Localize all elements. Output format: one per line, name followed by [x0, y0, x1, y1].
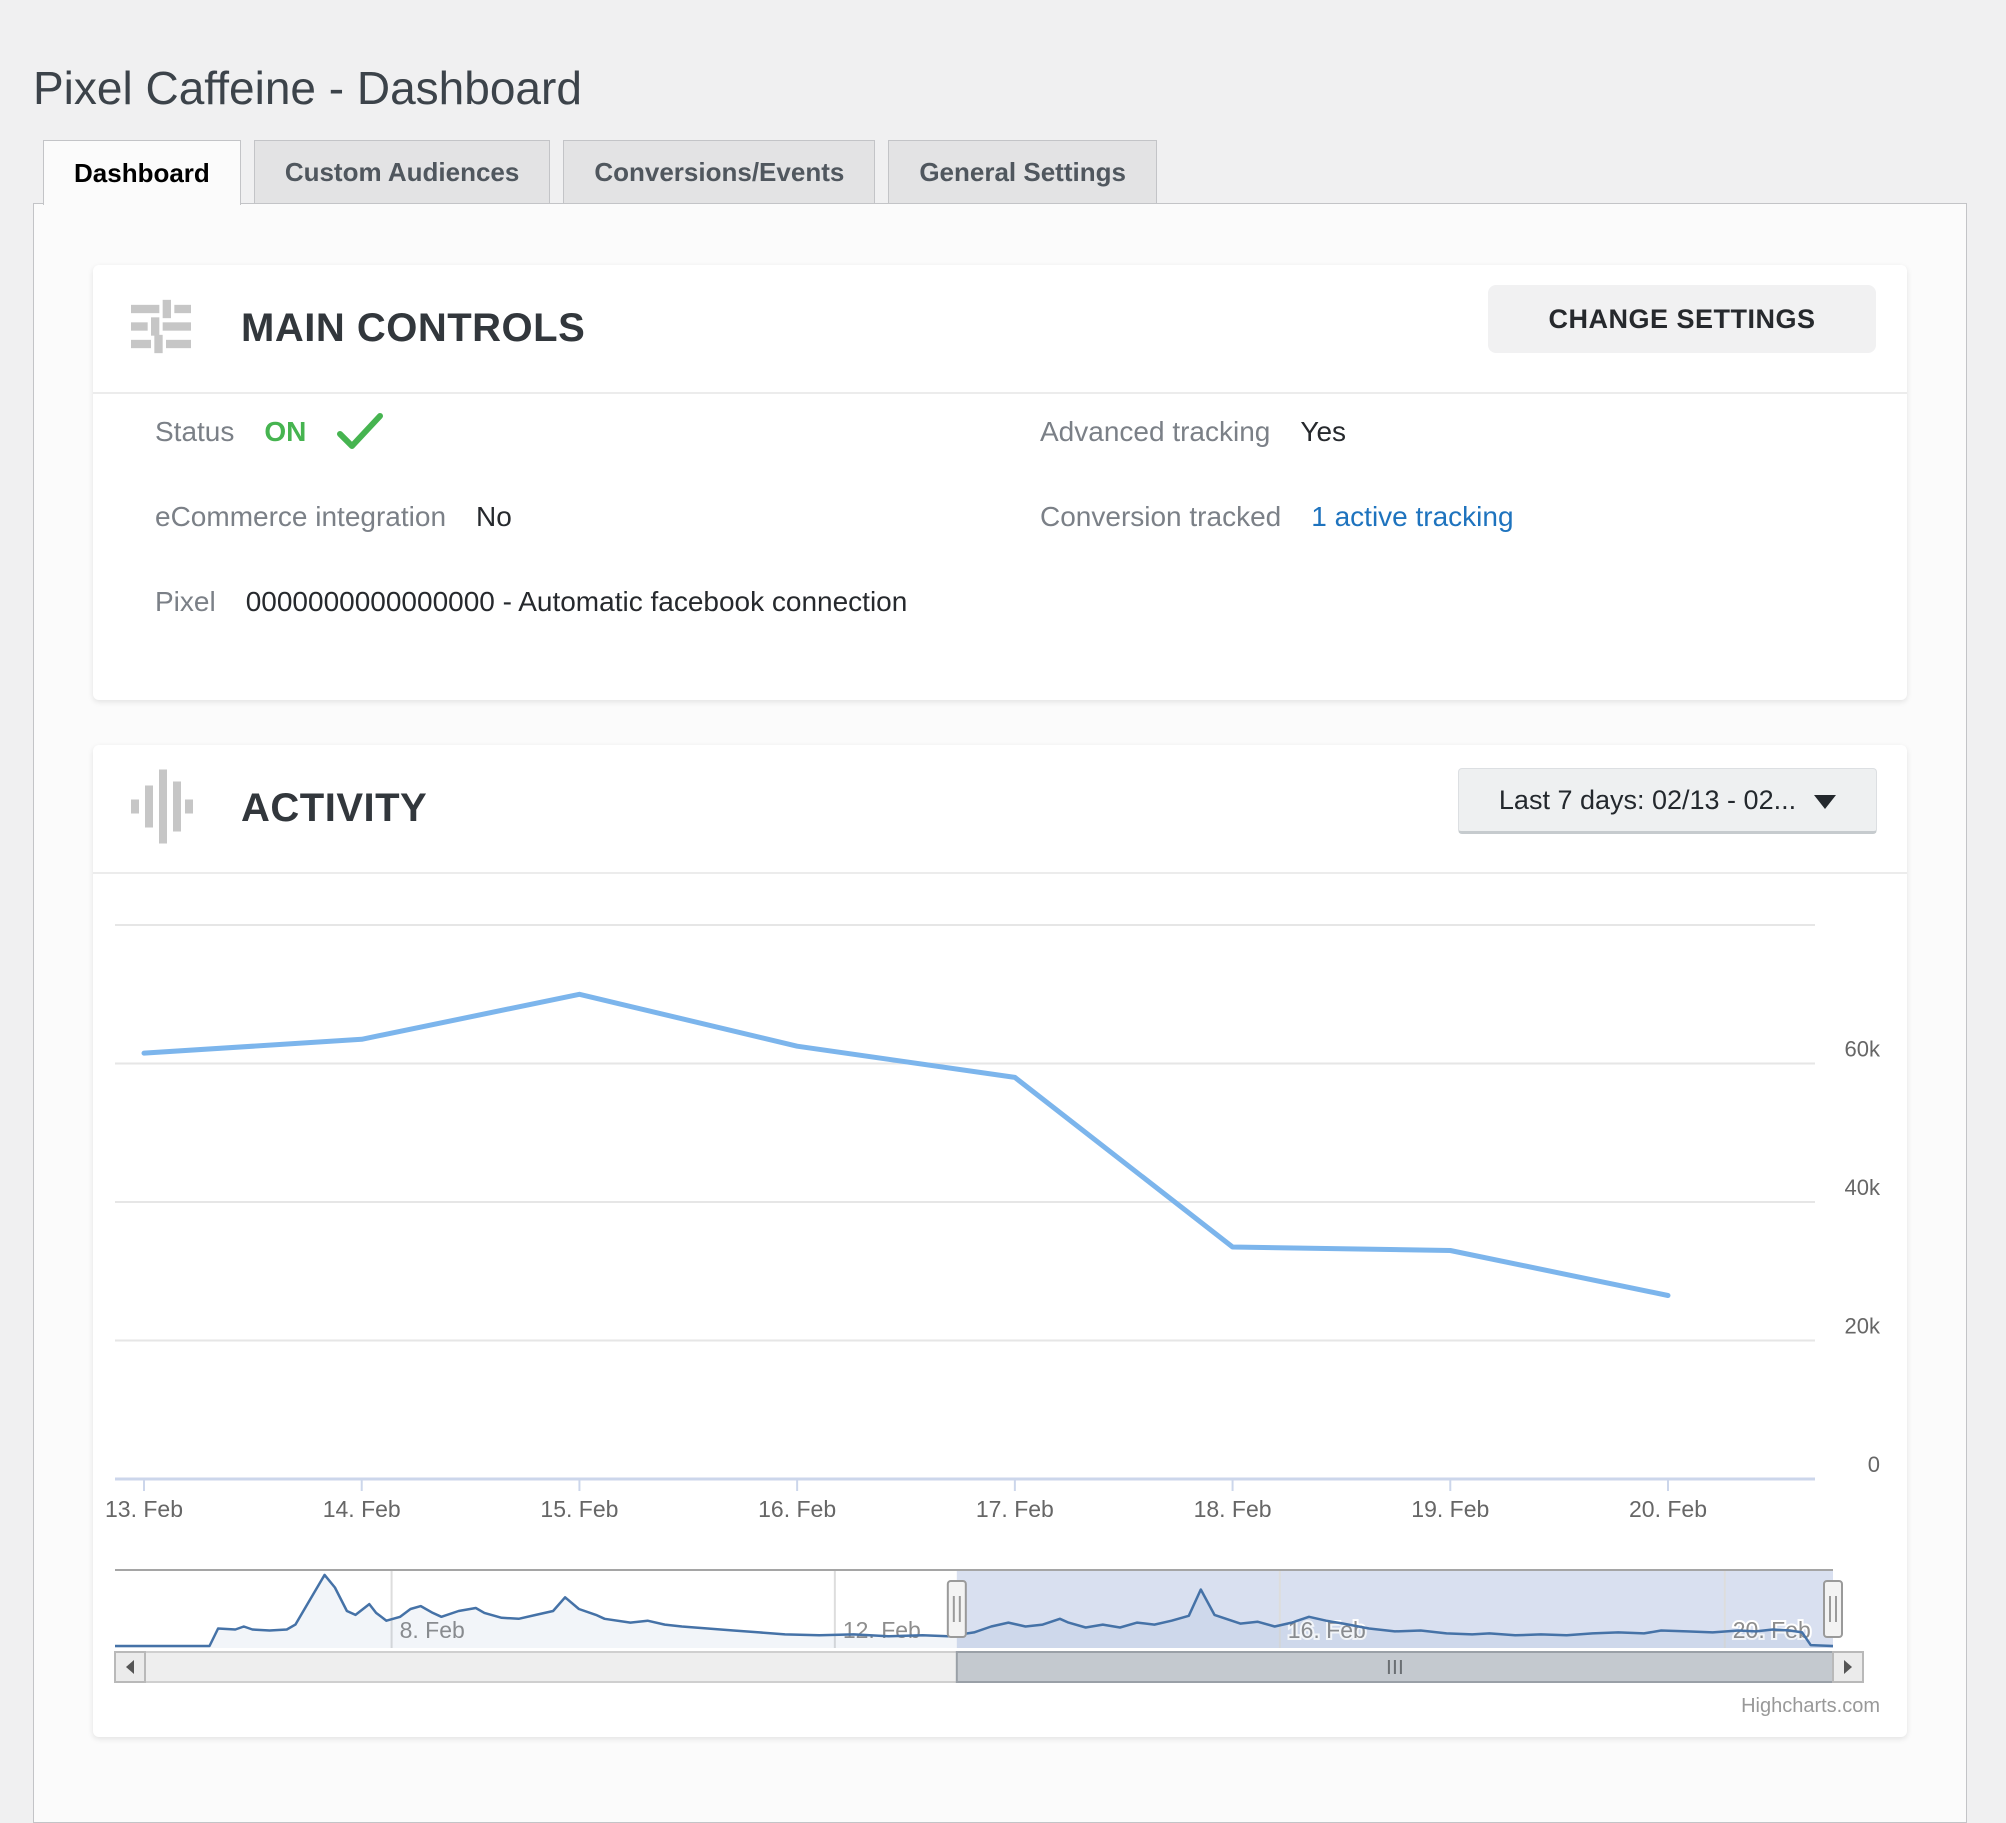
pixel-field: Pixel 0000000000000000 - Automatic faceb…	[155, 580, 907, 624]
x-axis-label: 17. Feb	[976, 1496, 1054, 1522]
advanced-tracking-label: Advanced tracking	[1040, 416, 1271, 447]
navigator-selected-range[interactable]	[956, 1570, 1833, 1648]
page-title: Pixel Caffeine - Dashboard	[33, 61, 582, 114]
active-tracking-link[interactable]: 1 active tracking	[1311, 501, 1514, 532]
x-axis-label: 14. Feb	[323, 1496, 401, 1522]
checkmark-icon	[336, 412, 384, 452]
sliders-icon	[131, 298, 191, 359]
navigator-area-fill	[115, 1574, 1833, 1648]
x-axis-label: 16. Feb	[758, 1496, 836, 1522]
activity-header: ACTIVITY Last 7 days: 02/13 - 02...	[93, 745, 1907, 874]
activity-chart: 60k 40k 20k 0 13. Feb 14. Feb 15. Feb 16. Feb 17…	[93, 878, 1907, 1737]
advanced-tracking-value: Yes	[1300, 416, 1347, 447]
navigator-axis-label: 8. Feb	[400, 1617, 465, 1643]
tab-conversions-events[interactable]: Conversions/Events	[563, 140, 876, 203]
pixel-value: 0000000000000000 - Automatic facebook co…	[245, 586, 908, 617]
activity-line-series	[141, 991, 1671, 1298]
navigator-left-handle[interactable]	[946, 1580, 967, 1638]
pixel-label: Pixel	[155, 586, 216, 617]
main-controls-card: MAIN CONTROLS CHANGE SETTINGS Status ON …	[93, 265, 1907, 700]
conversion-tracked-field: Conversion tracked 1 active tracking	[1040, 495, 1514, 539]
tab-general-settings[interactable]: General Settings	[888, 140, 1157, 203]
y-axis-label: 40k	[1845, 1175, 1881, 1200]
ecommerce-field: eCommerce integration No	[155, 495, 512, 539]
date-range-label: Last 7 days: 02/13 - 02...	[1498, 784, 1797, 815]
main-controls-title: MAIN CONTROLS	[241, 306, 586, 350]
x-axis-label: 19. Feb	[1411, 1496, 1489, 1522]
status-label: Status	[155, 416, 235, 447]
ecommerce-value: No	[476, 501, 512, 532]
tab-bar: Dashboard Custom Audiences Conversions/E…	[43, 140, 1157, 205]
activity-card: ACTIVITY Last 7 days: 02/13 - 02... 60k 4…	[93, 745, 1907, 1737]
x-axis-label: 18. Feb	[1194, 1496, 1272, 1522]
activity-waveform-icon	[131, 769, 193, 848]
tab-dashboard[interactable]: Dashboard	[43, 140, 241, 205]
status-value: ON	[264, 416, 307, 447]
chevron-down-icon	[1814, 795, 1837, 809]
status-field: Status ON	[155, 410, 384, 454]
navigator-right-handle[interactable]	[1823, 1580, 1843, 1638]
y-axis-label: 0	[1868, 1452, 1880, 1477]
y-axis-label: 60k	[1845, 1037, 1881, 1062]
advanced-tracking-field: Advanced tracking Yes	[1040, 410, 1346, 454]
scrollbar-right-arrow-icon	[1844, 1660, 1852, 1674]
x-axis-label: 13. Feb	[105, 1496, 183, 1522]
highcharts-credits: Highcharts.com	[1741, 1695, 1880, 1717]
change-settings-button[interactable]: CHANGE SETTINGS	[1488, 285, 1876, 353]
tab-custom-audiences[interactable]: Custom Audiences	[253, 140, 551, 203]
y-axis-label: 20k	[1845, 1314, 1881, 1339]
page: Pixel Caffeine - Dashboard Dashboard Cus…	[33, 61, 1967, 1823]
navigator-axis-label: 12. Feb	[843, 1617, 921, 1643]
scrollbar-left-arrow-icon	[126, 1660, 134, 1674]
activity-title: ACTIVITY	[241, 786, 428, 830]
conversion-tracked-label: Conversion tracked	[1040, 501, 1282, 532]
ecommerce-label: eCommerce integration	[155, 501, 447, 532]
x-axis-label: 20. Feb	[1629, 1496, 1707, 1522]
main-controls-header: MAIN CONTROLS CHANGE SETTINGS	[93, 265, 1907, 394]
date-range-dropdown[interactable]: Last 7 days: 02/13 - 02...	[1458, 768, 1877, 834]
x-axis-label: 15. Feb	[540, 1496, 618, 1522]
